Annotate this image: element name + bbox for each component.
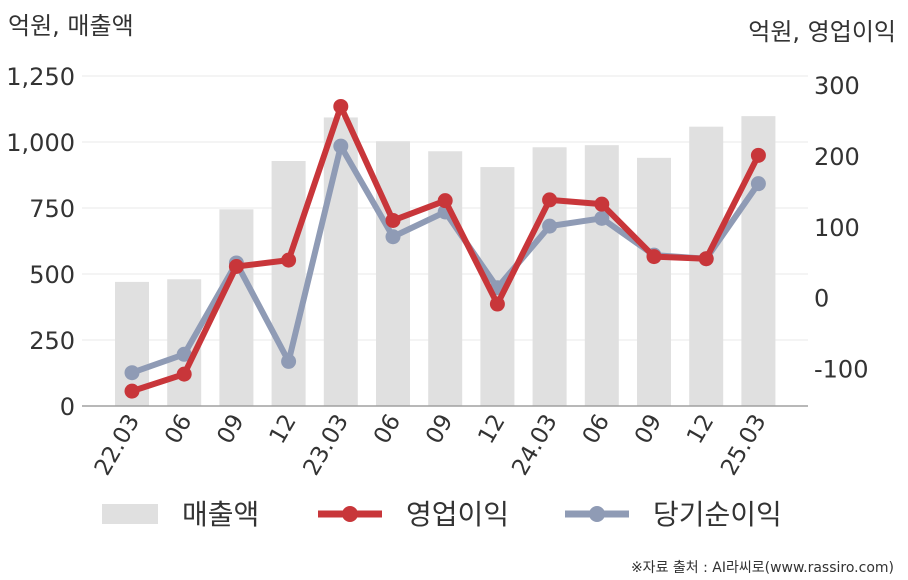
data-point xyxy=(281,353,297,369)
x-tick-label: 25.03 xyxy=(716,410,771,480)
x-tick-label: 06 xyxy=(160,410,197,448)
left-tick-label: 250 xyxy=(29,327,75,355)
data-point xyxy=(385,229,401,245)
left-tick-label: 0 xyxy=(60,393,75,421)
data-point xyxy=(333,98,349,114)
legend-swatch xyxy=(102,504,158,524)
right-tick-label: 100 xyxy=(814,214,860,242)
right-tick-label: 0 xyxy=(814,285,829,313)
left-tick-label: 750 xyxy=(29,195,75,223)
x-tick-label: 09 xyxy=(212,410,249,448)
data-point xyxy=(333,138,349,154)
data-point xyxy=(594,196,610,212)
data-point xyxy=(176,346,192,362)
bar xyxy=(689,126,724,407)
data-point xyxy=(385,212,401,228)
legend-marker xyxy=(342,506,358,522)
right-tick-label: -100 xyxy=(814,355,868,383)
source-note: ※자료 출처 : AI라씨로(www.rassiro.com) xyxy=(631,560,894,576)
left-axis-title: 억원, 매출액 xyxy=(8,12,134,40)
axes: 0 250 500 750 1,000 1,250 -100 0 100 200 300 xyxy=(6,63,868,421)
data-point xyxy=(228,258,244,274)
data-point xyxy=(489,296,505,312)
data-point xyxy=(646,249,662,265)
bar xyxy=(637,157,671,406)
x-tick-label: 12 xyxy=(473,410,510,448)
x-tick-label: 23.03 xyxy=(299,410,354,480)
x-tick-label: 24.03 xyxy=(507,410,562,480)
data-point xyxy=(437,193,453,209)
data-point xyxy=(698,251,714,267)
data-point xyxy=(176,366,192,382)
left-tick-label: 1,250 xyxy=(6,63,75,91)
bar xyxy=(323,117,358,406)
data-point xyxy=(124,365,140,381)
x-tick-label: 09 xyxy=(421,410,458,448)
bar xyxy=(271,161,306,406)
legend-label: 매출액 xyxy=(182,498,259,531)
right-tick-label: 200 xyxy=(814,143,860,171)
bar xyxy=(167,279,202,406)
data-point xyxy=(750,147,766,163)
bar-series xyxy=(115,116,776,407)
data-point xyxy=(281,252,297,268)
x-tick-label: 09 xyxy=(630,410,667,448)
bar xyxy=(741,116,776,407)
data-point xyxy=(124,383,140,399)
bar xyxy=(219,209,254,406)
bar xyxy=(532,147,567,406)
bar xyxy=(376,141,410,406)
line-series xyxy=(124,98,766,399)
x-tick-label: 22.03 xyxy=(90,410,145,480)
bar xyxy=(428,151,463,406)
left-tick-label: 500 xyxy=(29,261,75,289)
data-point xyxy=(750,176,766,192)
bar xyxy=(584,145,619,406)
legend-label: 당기순이익 xyxy=(653,498,782,531)
legend: 매출액 영업이익 당기순이익 xyxy=(102,498,782,531)
data-point xyxy=(542,218,558,234)
right-tick-label: 300 xyxy=(814,72,860,100)
legend-label: 영업이익 xyxy=(406,498,509,531)
left-tick-label: 1,000 xyxy=(6,129,75,157)
x-tick-label: 12 xyxy=(265,410,302,448)
x-tick-label: 06 xyxy=(578,410,615,448)
x-tick-label: 06 xyxy=(369,410,406,448)
right-axis-title: 억원, 영업이익 xyxy=(748,18,896,46)
x-tick-label: 12 xyxy=(682,410,719,448)
data-point xyxy=(542,192,558,208)
data-point xyxy=(594,210,610,226)
legend-marker xyxy=(589,506,605,522)
